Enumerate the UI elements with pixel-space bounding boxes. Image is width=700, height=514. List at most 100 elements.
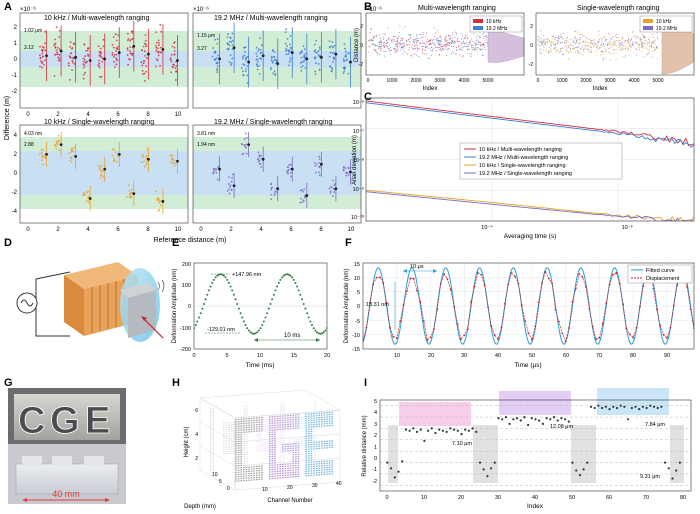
b-data-point [542,41,544,43]
a-data-point [217,54,220,57]
a-data-point [301,65,304,67]
b-data-point [619,45,621,47]
h-surface-point [245,471,248,473]
b-data-point [604,39,606,41]
f-xtick-4: 50 [529,353,535,359]
b-data-point [440,45,442,47]
h-surface-point [326,464,328,466]
a-data-point [171,154,174,157]
h-surface-point [305,453,307,455]
a-data-point [113,60,115,63]
e-data-point [282,274,285,277]
b-data-point [616,48,618,50]
h-surface-point [250,422,253,424]
h-surface-point [306,447,308,449]
h-surface-point [276,475,279,477]
h-surface-point [313,470,315,472]
h-surface-point [241,452,243,454]
b-data-point [576,31,579,33]
b-data-point [416,40,418,42]
h-surface-point [282,418,285,420]
h-surface-point [271,449,274,451]
a-data-point [157,54,160,57]
b-data-point [574,42,576,44]
h-surface-point [280,442,282,444]
b-data-point [409,35,411,37]
a-mean-point [117,51,121,54]
h-surface-point [289,447,292,449]
b-data-point [621,48,623,50]
h-surface-point [233,439,235,441]
b-data-point [399,49,402,51]
h-surface-point [269,419,272,421]
a-mean-point [103,167,107,171]
h-surface-point [305,433,307,435]
h-surface-point [310,448,313,450]
b-data-point [469,42,471,44]
a-data-point [100,170,102,173]
b-data-point [387,46,389,48]
a3-ytick-0: 4 [14,133,18,139]
a-mean-point [176,159,179,163]
b-data-point [609,59,611,61]
h-surface-point [289,476,292,478]
a-data-point [226,36,229,39]
a-data-point [173,54,176,56]
panel-b-left-exp: ×10⁻⁶ [366,6,382,13]
a-data-point [331,52,334,54]
b-data-point [611,43,613,45]
b-data-point [616,34,618,36]
panel-a-sub1-ann2: 3.12 [24,45,34,51]
a-data-point [299,189,302,192]
h-surface-point [248,431,250,433]
h-surface-point [280,418,282,420]
b-data-point [383,44,385,46]
a-data-point [100,52,102,55]
b-data-point [648,51,650,53]
h-surface-point [314,435,316,437]
b-data-point [401,38,403,40]
h-surface-point [212,419,215,421]
a-data-point [126,49,129,51]
b-data-point [553,48,555,50]
a-data-point [229,184,232,187]
i-data-point [441,429,444,432]
a-xtick-l1: 2 [56,227,60,233]
a-data-point [329,192,332,195]
a-data-point [169,59,172,61]
h-surface-point [233,448,235,450]
h-surface-point [323,423,326,425]
h-surface-point [280,405,282,407]
b-data-point [431,49,433,51]
a-mean-point [74,154,78,158]
h-surface-point [321,441,323,443]
b-data-point [656,58,658,60]
h-surface-point [246,451,248,453]
h-surface-point [315,465,318,467]
b-data-point [591,40,593,42]
h-surface-point [243,443,246,445]
h-surface-point [269,473,271,475]
h-surface-point [241,445,243,447]
h-surface-point [331,413,333,415]
a-data-point [117,155,120,158]
f-data-point [676,284,678,287]
b-data-point [404,51,406,53]
b-data-point [608,43,610,45]
a-data-point [83,59,86,61]
b-r-xtick-3: 3000 [604,78,615,84]
a-data-point [67,64,70,67]
h-surface-point [314,426,316,428]
i-data-point [593,406,596,410]
h-surface-point [243,427,246,429]
h-surface-point [235,474,237,476]
h-surface-point [331,466,333,468]
h-surface-point [210,419,212,421]
h-surface-point [298,425,300,427]
h-surface-point [326,416,328,418]
panel-a-sub2-exp: ×10⁻⁶ [193,6,209,13]
h-surface-point [271,440,274,442]
b-data-point [595,55,597,57]
b-data-point [612,40,614,43]
b-data-point [550,48,552,50]
